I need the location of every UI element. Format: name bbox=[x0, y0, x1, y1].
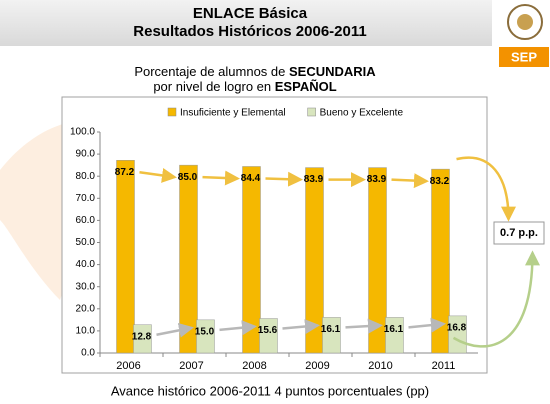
curve-arrow bbox=[456, 156, 516, 222]
annotation: 0.7 p.p. bbox=[500, 227, 538, 239]
bar bbox=[116, 160, 135, 354]
title-part: SECUNDARIA bbox=[289, 64, 376, 79]
data-label: 83.9 bbox=[367, 174, 387, 185]
bar bbox=[305, 167, 324, 354]
trend-arrow bbox=[139, 168, 177, 183]
trend-arrow bbox=[345, 318, 383, 334]
x-tick-label: 2011 bbox=[432, 360, 456, 372]
y-tick-label: 80.0 bbox=[76, 171, 96, 182]
data-label: 83.9 bbox=[304, 174, 324, 185]
data-label: 87.2 bbox=[115, 167, 135, 178]
logo-text: SEP bbox=[511, 49, 537, 64]
curve-arrow bbox=[452, 250, 540, 348]
x-tick-label: 2008 bbox=[242, 360, 266, 372]
legend-label: Insuficiente y Elemental bbox=[180, 108, 286, 119]
data-label: 12.8 bbox=[132, 331, 152, 342]
bar bbox=[368, 167, 387, 354]
bar bbox=[431, 168, 450, 354]
y-tick-label: 20.0 bbox=[76, 303, 96, 314]
title-part: ESPAÑOL bbox=[275, 79, 337, 94]
legend-label: Bueno y Excelente bbox=[320, 108, 404, 119]
trend-arrow bbox=[219, 320, 257, 336]
y-tick-label: 60.0 bbox=[76, 215, 96, 226]
legend-swatch bbox=[307, 107, 316, 117]
y-tick-label: 0.0 bbox=[81, 348, 95, 359]
bar bbox=[448, 315, 467, 354]
bar bbox=[385, 317, 404, 354]
bar bbox=[322, 317, 341, 354]
logo-box bbox=[499, 47, 549, 67]
y-tick-label: 50.0 bbox=[76, 237, 96, 248]
annotation-box bbox=[493, 221, 545, 245]
header-subtitle: Resultados Históricos 2006-2011 bbox=[133, 23, 366, 40]
data-label: 15.0 bbox=[195, 326, 215, 337]
y-tick-label: 10.0 bbox=[76, 326, 96, 337]
data-label: 15.6 bbox=[258, 325, 278, 336]
data-label: 84.4 bbox=[241, 173, 261, 184]
footnote: Avance histórico 2006-2011 4 puntos porc… bbox=[111, 383, 429, 398]
data-label: 85.0 bbox=[178, 172, 198, 183]
data-label: 83.2 bbox=[430, 176, 450, 187]
trend-arrow bbox=[391, 173, 429, 189]
header-title: ENLACE Básica bbox=[193, 5, 308, 22]
trend-arrow bbox=[202, 170, 240, 186]
trend-arrow bbox=[282, 319, 320, 334]
y-tick-label: 90.0 bbox=[76, 149, 96, 160]
data-label: 16.8 bbox=[447, 323, 467, 334]
data-label: 16.1 bbox=[321, 324, 341, 335]
trend-arrow bbox=[156, 322, 194, 338]
bar bbox=[196, 319, 215, 354]
chart-title-line: por nivel de logro en ESPAÑOL bbox=[153, 79, 336, 94]
trend-arrow bbox=[408, 317, 446, 333]
legend-swatch bbox=[167, 107, 177, 117]
x-tick-label: 2010 bbox=[368, 360, 392, 372]
title-part: por nivel de logro en bbox=[153, 79, 271, 94]
bar bbox=[259, 318, 278, 354]
x-tick-label: 2006 bbox=[116, 360, 140, 372]
trend-arrow bbox=[265, 171, 303, 187]
x-tick-label: 2007 bbox=[179, 360, 203, 372]
data-label: 16.1 bbox=[384, 324, 404, 335]
title-part: Porcentaje de alumnos de bbox=[134, 64, 285, 79]
header-band bbox=[0, 0, 492, 46]
bar bbox=[133, 324, 152, 354]
y-tick-label: 100.0 bbox=[70, 127, 95, 138]
chart-title-line: Porcentaje de alumnos de SECUNDARIA bbox=[134, 64, 376, 79]
y-tick-label: 70.0 bbox=[76, 193, 96, 204]
bar bbox=[242, 166, 261, 354]
x-tick-label: 2009 bbox=[305, 360, 329, 372]
logo-center bbox=[517, 14, 533, 30]
bar bbox=[179, 164, 198, 354]
y-tick-label: 40.0 bbox=[76, 259, 96, 270]
y-tick-label: 30.0 bbox=[76, 281, 96, 292]
